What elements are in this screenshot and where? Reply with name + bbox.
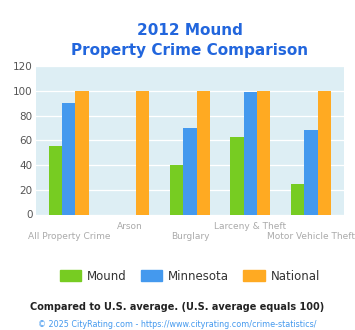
Bar: [76, 91, 89, 214]
Bar: [304, 130, 318, 214]
Title: 2012 Mound
Property Crime Comparison: 2012 Mound Property Crime Comparison: [71, 23, 308, 58]
Legend: Mound, Minnesota, National: Mound, Minnesota, National: [55, 265, 324, 287]
Bar: [197, 91, 210, 214]
Bar: [257, 91, 271, 214]
Bar: [136, 91, 149, 214]
Text: Motor Vehicle Theft: Motor Vehicle Theft: [267, 232, 355, 241]
Bar: [244, 92, 257, 214]
Bar: [170, 165, 183, 214]
Text: © 2025 CityRating.com - https://www.cityrating.com/crime-statistics/: © 2025 CityRating.com - https://www.city…: [38, 320, 317, 329]
Bar: [183, 128, 197, 214]
Bar: [49, 147, 62, 214]
Text: Burglary: Burglary: [171, 232, 209, 241]
Bar: [62, 103, 76, 214]
Bar: [230, 137, 244, 214]
Bar: [318, 91, 331, 214]
Text: All Property Crime: All Property Crime: [28, 232, 110, 241]
Text: Arson: Arson: [116, 222, 142, 231]
Bar: [291, 183, 304, 214]
Text: Larceny & Theft: Larceny & Theft: [214, 222, 286, 231]
Text: Compared to U.S. average. (U.S. average equals 100): Compared to U.S. average. (U.S. average …: [31, 302, 324, 312]
